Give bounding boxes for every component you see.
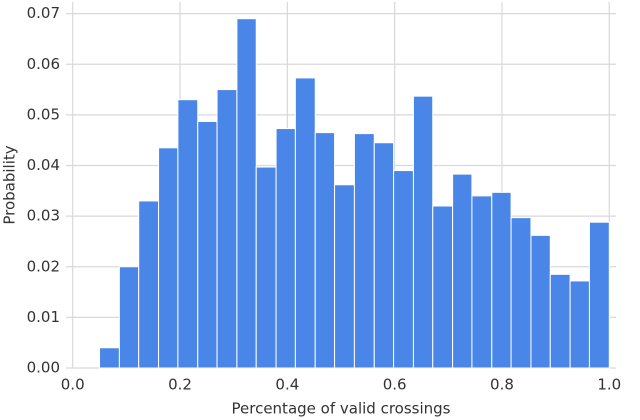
y-tick-label: 0.01 <box>27 308 60 326</box>
y-tick-label: 0.05 <box>27 105 60 123</box>
bar <box>275 128 296 369</box>
y-tick-label: 0.04 <box>27 156 60 174</box>
bar <box>549 273 571 369</box>
bar <box>99 347 120 369</box>
bar <box>530 234 551 369</box>
bar <box>373 142 395 369</box>
bar <box>294 77 316 369</box>
bar <box>412 95 434 369</box>
bar <box>569 280 590 369</box>
bar <box>393 170 414 369</box>
bar <box>158 147 179 369</box>
bar <box>236 18 257 369</box>
y-axis-label: Probability <box>1 145 19 224</box>
bar <box>216 89 238 369</box>
y-tick-label: 0.00 <box>27 359 60 377</box>
x-axis-label: Percentage of valid crossings <box>232 400 451 418</box>
bar <box>177 99 199 369</box>
bar <box>491 191 512 369</box>
bar <box>197 120 218 369</box>
bar <box>334 184 355 369</box>
bar <box>471 195 493 369</box>
y-tick-label: 0.07 <box>27 4 60 22</box>
x-tick-label: 0.2 <box>168 376 192 394</box>
x-tick-label: 0.6 <box>383 376 407 394</box>
bar <box>588 221 610 369</box>
bar <box>118 266 140 369</box>
x-tick-label: 0.0 <box>61 376 85 394</box>
bar <box>255 166 277 369</box>
x-tick-label: 0.8 <box>490 376 514 394</box>
bar <box>432 205 454 369</box>
bar <box>138 200 160 369</box>
y-tick-label: 0.02 <box>27 257 60 275</box>
x-tick-label: 1.0 <box>597 376 621 394</box>
bar <box>314 132 336 369</box>
y-tick-label: 0.06 <box>27 55 60 73</box>
bar <box>353 133 375 369</box>
x-tick-label: 0.4 <box>275 376 299 394</box>
bar <box>452 173 473 369</box>
bar <box>510 217 532 369</box>
y-tick-label: 0.03 <box>27 207 60 225</box>
